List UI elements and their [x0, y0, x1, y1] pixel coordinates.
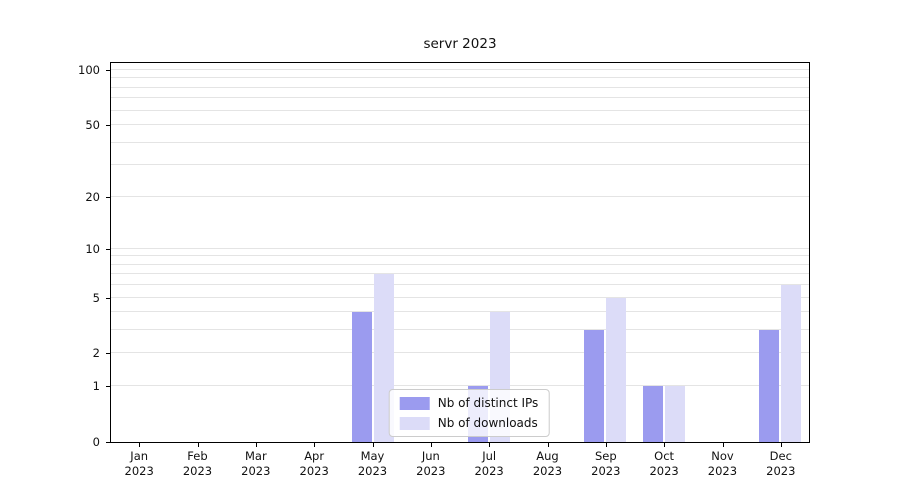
legend-swatch-distinct-ips: [399, 396, 430, 410]
gridline: [111, 255, 809, 257]
gridline: [111, 141, 809, 143]
x-tick-mark: [664, 443, 666, 447]
x-tick-mark: [722, 443, 724, 447]
x-tick-mark: [489, 443, 491, 447]
gridline: [111, 263, 809, 265]
x-tick-label: Dec 2023: [766, 449, 796, 478]
legend: Nb of distinct IPs Nb of downloads: [388, 389, 550, 437]
y-axis: 0 1 2 5 10 20 50 100: [0, 62, 110, 449]
gridline: [111, 284, 809, 286]
legend-label-downloads: Nb of downloads: [437, 416, 538, 430]
y-tick-mark: [106, 353, 110, 355]
gridline: [111, 195, 809, 197]
gridline: [111, 247, 809, 249]
x-tick-mark: [780, 443, 782, 447]
y-tick-label: 20: [85, 189, 100, 204]
y-tick-label: 100: [78, 63, 100, 77]
gridline: [111, 164, 809, 166]
x-tick-mark: [372, 443, 374, 447]
x-tick-label: Aug 2023: [532, 449, 563, 478]
y-tick-mark: [106, 196, 110, 198]
x-axis: Jan 2023 Feb 2023 Mar 2023 Apr 2023 May 2023 Jun 20…: [110, 449, 810, 479]
x-tick-label: Jan 2023: [124, 449, 154, 478]
y-tick-label: 2: [92, 346, 100, 361]
gridline: [111, 124, 809, 126]
x-tick-mark: [430, 443, 432, 447]
y-tick-mark: [106, 386, 110, 388]
plot-area: Nb of distinct IPs Nb of downloads: [110, 62, 810, 443]
y-tick-label: 0: [92, 435, 100, 449]
x-tick-label: Oct 2023: [649, 449, 679, 478]
bar-distinct-ips: [758, 330, 779, 442]
x-tick-label: Jun 2023: [416, 449, 446, 478]
gridline: [111, 311, 809, 313]
y-tick-mark: [106, 125, 110, 127]
x-tick-label: Mar 2023: [241, 449, 271, 478]
gridline: [111, 352, 809, 354]
y-tick-mark: [106, 442, 110, 443]
x-tick-label: Nov 2023: [707, 449, 738, 478]
y-tick-label: 50: [85, 118, 100, 133]
x-tick-mark: [255, 443, 257, 447]
bar-distinct-ips: [351, 312, 372, 442]
bar-downloads: [664, 386, 685, 442]
gridline: [111, 109, 809, 111]
gridline: [111, 77, 809, 79]
y-tick-mark: [106, 70, 110, 71]
bar-distinct-ips: [642, 386, 663, 442]
gridline: [111, 86, 809, 88]
y-tick-label: 5: [92, 290, 100, 305]
y-tick-mark: [106, 297, 110, 299]
chart-title: servr 2023: [423, 36, 497, 52]
x-tick-mark: [314, 443, 316, 447]
x-tick-label: May 2023: [357, 449, 388, 478]
x-axis-ticks: [110, 443, 810, 448]
x-tick-mark: [197, 443, 199, 447]
x-tick-label: Feb 2023: [182, 449, 213, 478]
bar-downloads: [606, 297, 627, 442]
y-tick-mark: [106, 248, 110, 250]
x-tick-label: Sep 2023: [591, 449, 621, 478]
bar-distinct-ips: [584, 330, 605, 442]
y-tick-label: 10: [85, 241, 100, 256]
x-tick-label: Jul 2023: [474, 449, 504, 478]
legend-swatch-downloads: [399, 416, 430, 430]
x-tick-label: Apr 2023: [299, 449, 329, 478]
x-tick-mark: [547, 443, 549, 447]
gridline: [111, 329, 809, 331]
gridline: [111, 97, 809, 99]
gridline: [111, 385, 809, 387]
gridline: [111, 296, 809, 298]
gridline: [111, 273, 809, 275]
x-tick-mark: [139, 443, 141, 447]
bar-downloads: [780, 285, 801, 442]
x-tick-mark: [605, 443, 607, 447]
legend-entry-downloads: Nb of downloads: [399, 416, 539, 430]
gridline: [111, 69, 809, 70]
legend-entry-distinct-ips: Nb of distinct IPs: [399, 396, 539, 410]
y-tick-label: 1: [92, 379, 100, 394]
legend-label-distinct-ips: Nb of distinct IPs: [437, 396, 539, 410]
